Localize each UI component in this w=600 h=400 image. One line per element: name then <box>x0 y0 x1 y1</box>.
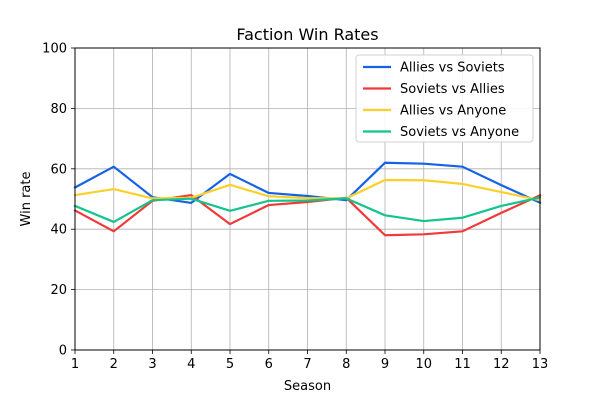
series-line-allies-vs-anyone <box>73 178 542 202</box>
y-tick-label: 40 <box>50 223 67 238</box>
chart-title: Faction Win Rates <box>236 25 378 44</box>
series-line-soviets-vs-anyone <box>73 196 542 224</box>
x-tick-label: 7 <box>303 357 311 372</box>
x-tick-label: 6 <box>265 357 273 372</box>
legend-box <box>355 54 534 143</box>
y-tick-label: 60 <box>50 162 67 177</box>
legend-entry-label: Soviets vs Allies <box>400 82 505 97</box>
x-tick-label: 12 <box>493 357 510 372</box>
legend: Allies vs Soviets Soviets vs Allies Allies… <box>355 54 534 143</box>
x-tick-label: 2 <box>110 357 118 372</box>
x-tick-label: 11 <box>454 357 471 372</box>
x-tick-label: 1 <box>71 357 79 372</box>
series-line-allies-vs-soviets <box>73 161 542 205</box>
x-tick-label: 4 <box>187 357 195 372</box>
y-tick-label: 100 <box>42 42 67 57</box>
legend-entry-label: Allies vs Soviets <box>400 61 505 76</box>
x-tick-label: 10 <box>415 357 432 372</box>
x-tick-label: 9 <box>381 357 389 372</box>
x-tick-label: 3 <box>148 357 156 372</box>
y-axis-label: Win rate <box>19 172 34 227</box>
x-axis-label: Season <box>284 379 331 394</box>
x-tick-label: 8 <box>342 357 350 372</box>
y-tick-label: 0 <box>59 344 67 359</box>
x-tick-label: 13 <box>532 357 549 372</box>
y-tick-label: 80 <box>50 102 67 117</box>
x-tick-label: 5 <box>226 357 234 372</box>
legend-entry-label: Soviets vs Anyone <box>400 125 519 140</box>
y-tick-label: 20 <box>50 283 67 298</box>
legend-entry-label: Allies vs Anyone <box>400 104 506 119</box>
